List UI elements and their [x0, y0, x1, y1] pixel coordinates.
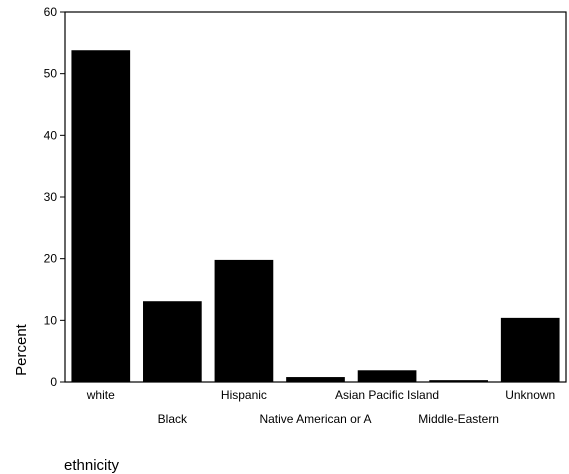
x-category-label: Hispanic — [221, 388, 267, 402]
y-tick-label: 60 — [44, 5, 58, 19]
y-tick-label: 10 — [44, 313, 58, 327]
x-category-label: Black — [158, 412, 188, 426]
bar — [429, 380, 488, 382]
x-category-label: Middle-Eastern — [418, 412, 499, 426]
y-tick-label: 0 — [50, 375, 57, 389]
x-axis-category-labels: white Black Hispanic Native American or A As… — [86, 388, 555, 426]
y-axis-title: Percent — [13, 323, 30, 376]
bar — [215, 260, 274, 382]
y-tick-label: 20 — [44, 252, 58, 266]
bar — [286, 377, 345, 382]
bars — [71, 50, 559, 382]
y-axis: 0 10 20 30 40 50 60 — [44, 5, 65, 389]
bar — [358, 370, 417, 382]
x-category-label: white — [86, 388, 115, 402]
x-category-label: Asian Pacific Island — [335, 388, 439, 402]
y-tick-label: 50 — [44, 67, 58, 81]
x-category-label: Native American or A — [259, 412, 371, 426]
bar — [71, 50, 130, 382]
y-tick-label: 40 — [44, 128, 58, 142]
plot-frame — [65, 12, 566, 382]
bar — [501, 318, 560, 382]
y-tick-label: 30 — [44, 190, 58, 204]
x-axis-title: ethnicity — [64, 457, 120, 474]
x-category-label: Unknown — [505, 388, 555, 402]
bar — [143, 301, 202, 382]
